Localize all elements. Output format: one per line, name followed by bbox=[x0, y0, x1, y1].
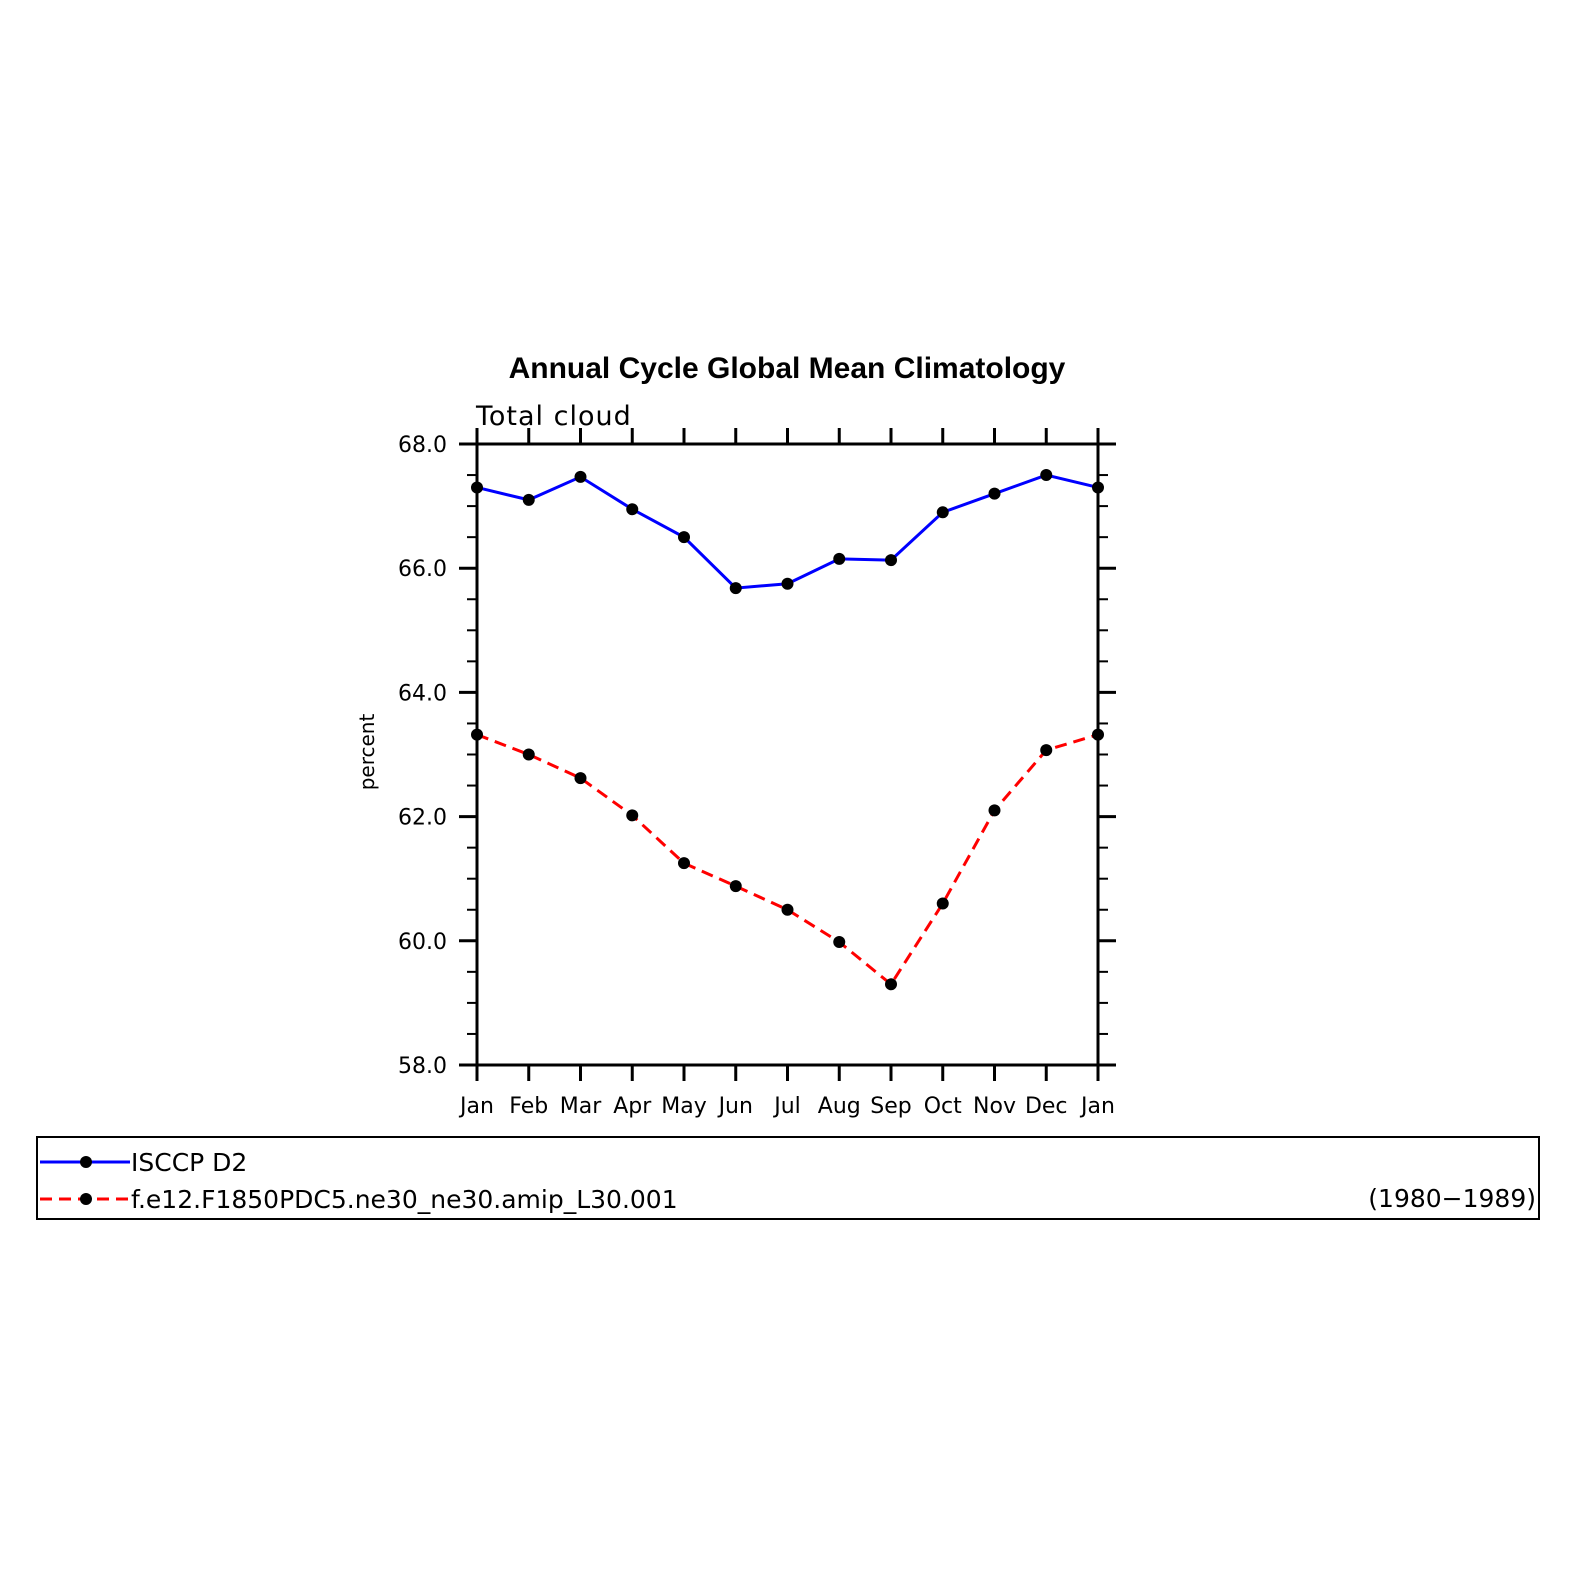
plot-frame bbox=[475, 442, 1100, 1067]
legend-label-1: ISCCP D2 bbox=[131, 1148, 247, 1177]
series-1-point bbox=[522, 493, 535, 506]
series-1-point bbox=[574, 470, 587, 483]
series-line-2 bbox=[476, 733, 1099, 987]
series-1-point bbox=[988, 487, 1001, 500]
series-2-point bbox=[626, 809, 639, 822]
x-tick-label: Sep bbox=[870, 1094, 911, 1119]
series-2-point bbox=[1040, 744, 1053, 757]
series-1-point bbox=[729, 582, 742, 595]
series-1-point bbox=[833, 552, 846, 565]
series-2-point bbox=[833, 936, 846, 949]
series-2-point bbox=[781, 903, 794, 916]
series-2-point bbox=[936, 897, 949, 910]
y-tick-label: 58.0 bbox=[398, 1054, 447, 1079]
series-1-point bbox=[626, 503, 639, 516]
legend-marker-1 bbox=[80, 1156, 92, 1168]
series-2-point bbox=[678, 857, 690, 870]
x-tick-labels: Jan Feb Mar Apr May Jun Jul Aug Sep Oct Nov Dec Jan bbox=[458, 1094, 1115, 1119]
series-2-point bbox=[522, 748, 535, 761]
series-2-point bbox=[885, 978, 897, 991]
x-tick-label: Feb bbox=[509, 1094, 548, 1119]
series-1-point bbox=[885, 554, 897, 567]
y-tick-label: 68.0 bbox=[398, 433, 447, 458]
series-1-point bbox=[1040, 469, 1053, 482]
x-tick-label: May bbox=[661, 1094, 706, 1119]
series-1-point bbox=[471, 481, 483, 494]
x-tick-label: Jun bbox=[717, 1094, 753, 1119]
x-tick-label: Mar bbox=[560, 1094, 602, 1119]
series-2-point bbox=[574, 772, 587, 785]
legend-marker-2 bbox=[80, 1193, 92, 1205]
x-tick-label: Apr bbox=[613, 1094, 652, 1119]
y-tick-labels: 58.0 60.0 62.0 64.0 66.0 68.0 bbox=[398, 433, 447, 1079]
series-1-point bbox=[781, 577, 794, 590]
x-tick-label: Nov bbox=[973, 1094, 1016, 1119]
series-points bbox=[471, 469, 1104, 991]
y-axis-label: percent bbox=[355, 714, 379, 791]
y-tick-label: 60.0 bbox=[398, 930, 447, 955]
series-2-point bbox=[1092, 728, 1104, 741]
legend: ISCCP D2 f.e12.F1850PDC5.ne30_ne30.amip_L… bbox=[40, 1148, 678, 1214]
series-line-1 bbox=[476, 473, 1099, 590]
axis-ticks bbox=[459, 428, 1116, 1081]
chart-title: Annual Cycle Global Mean Climatology bbox=[509, 352, 1066, 385]
legend-box bbox=[36, 1136, 1540, 1220]
x-tick-label: Jan bbox=[1079, 1094, 1115, 1119]
series-2-point bbox=[729, 880, 742, 893]
x-tick-label: Dec bbox=[1025, 1094, 1068, 1119]
y-tick-label: 66.0 bbox=[398, 557, 447, 582]
chart-subtitle: Total cloud bbox=[475, 401, 632, 432]
x-tick-label: Jan bbox=[458, 1094, 494, 1119]
legend-label-2: f.e12.F1850PDC5.ne30_ne30.amip_L30.001 bbox=[131, 1185, 678, 1214]
series-2-point bbox=[471, 728, 483, 741]
y-tick-label: 62.0 bbox=[398, 806, 447, 831]
x-tick-label: Aug bbox=[818, 1094, 861, 1119]
x-tick-label: Jul bbox=[772, 1094, 801, 1119]
series-2-point bbox=[988, 804, 1001, 817]
y-tick-label: 64.0 bbox=[398, 681, 447, 706]
x-tick-label: Oct bbox=[924, 1094, 962, 1119]
series-1-point bbox=[936, 506, 949, 519]
legend-note: (1980−1989) bbox=[1368, 1184, 1536, 1213]
series-1-point bbox=[1092, 481, 1104, 494]
series-1-point bbox=[678, 531, 690, 544]
